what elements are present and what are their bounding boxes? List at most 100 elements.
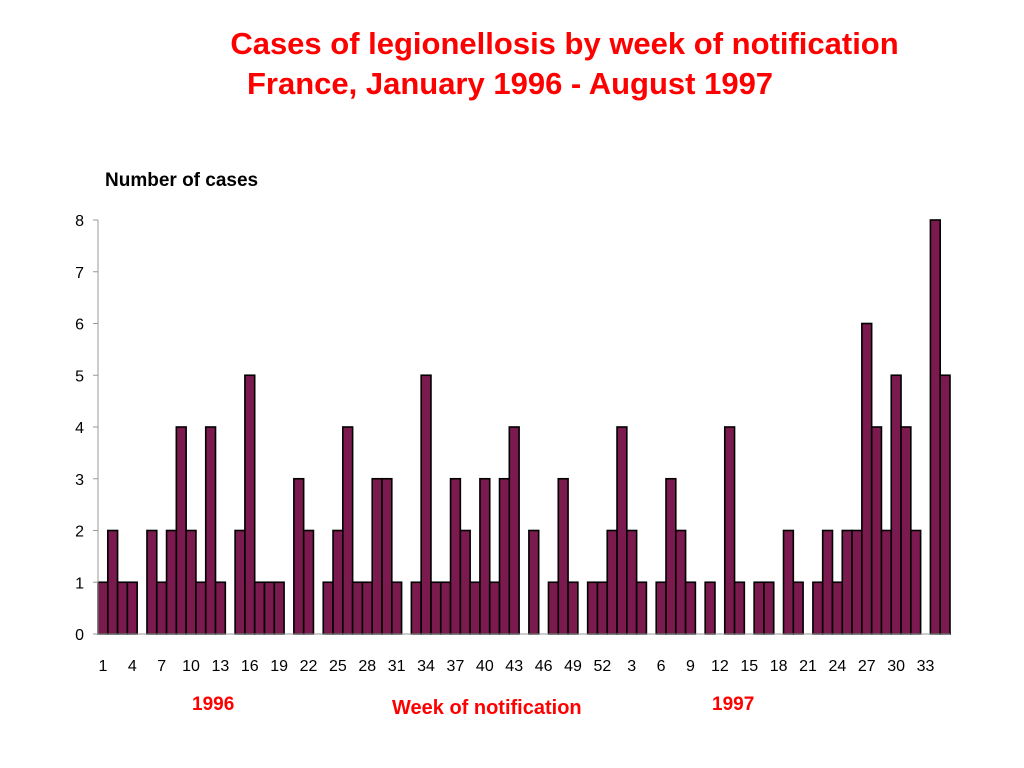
bar-1996-W7 bbox=[155, 581, 168, 635]
bar-1996-W45 bbox=[528, 529, 540, 635]
bar-1996-W28 bbox=[361, 581, 374, 635]
bar-1997-W28 bbox=[870, 426, 883, 635]
bar-1997-W19 bbox=[782, 529, 795, 635]
bar-1996-W17 bbox=[253, 581, 266, 635]
bar-1996-W34 bbox=[420, 374, 432, 635]
x-tick-label-10: 10 bbox=[182, 658, 200, 675]
x-tick-label-7: 7 bbox=[157, 658, 166, 675]
bar-1996-W10 bbox=[185, 529, 197, 635]
y-tick-label-6: 6 bbox=[75, 317, 84, 334]
bars-group bbox=[97, 219, 951, 635]
x-tick-label-1: 1 bbox=[98, 658, 107, 675]
x-tick-label-27: 27 bbox=[858, 658, 876, 675]
bar-1997-W34 bbox=[929, 219, 941, 635]
bar-1996-W12 bbox=[204, 426, 217, 635]
x-tick-label-6: 6 bbox=[657, 658, 666, 675]
bar-1997-W35 bbox=[939, 374, 951, 635]
bar-1997-W29 bbox=[880, 529, 893, 635]
bar-1996-W13 bbox=[214, 581, 227, 635]
y-tick-label-1: 1 bbox=[75, 575, 84, 592]
y-tick-label-7: 7 bbox=[75, 265, 84, 282]
y-axis-label: Number of cases bbox=[105, 170, 259, 191]
bar-1997-W24 bbox=[831, 581, 844, 635]
x-tick-label-16: 16 bbox=[241, 658, 259, 675]
bar-1996-W29 bbox=[371, 477, 383, 635]
bar-1996-W18 bbox=[263, 581, 276, 635]
bar-1996-W27 bbox=[351, 581, 364, 635]
bar-1997-W31 bbox=[900, 426, 912, 635]
bar-1997-W30 bbox=[890, 374, 902, 635]
bar-1996-W49 bbox=[567, 581, 579, 635]
bar-1996-W42 bbox=[498, 477, 511, 635]
chart-title-line-1: Cases of legionellosis by week of notifi… bbox=[230, 26, 899, 61]
year-label-1997: 1997 bbox=[712, 694, 755, 715]
bar-1996-W15 bbox=[234, 529, 246, 635]
bar-1996-W16 bbox=[244, 374, 256, 635]
bar-1996-W19 bbox=[273, 581, 285, 635]
y-ticks-group: 0 1 2 3 4 5 6 7 8 bbox=[75, 213, 98, 644]
x-tick-label-19: 19 bbox=[270, 658, 288, 675]
bar-1996-W24 bbox=[322, 581, 334, 635]
bar-1996-W26 bbox=[342, 426, 354, 635]
year-label-1996: 1996 bbox=[192, 694, 235, 715]
bar-1996-W3 bbox=[116, 581, 129, 635]
bar-1996-W52 bbox=[596, 581, 609, 635]
x-tick-label-21: 21 bbox=[799, 658, 817, 675]
x-tick-label-28: 28 bbox=[358, 658, 376, 675]
bar-1996-W9 bbox=[175, 426, 187, 635]
x-tick-label-43: 43 bbox=[505, 658, 523, 675]
bar-1997-W16 bbox=[753, 581, 765, 635]
x-tick-label-30: 30 bbox=[887, 658, 905, 675]
bar-1996-W8 bbox=[165, 529, 178, 635]
bar-1996-W2 bbox=[106, 529, 119, 635]
x-tick-label-3: 3 bbox=[627, 658, 636, 675]
bar-1997-W1 bbox=[606, 529, 618, 635]
x-tick-label-31: 31 bbox=[388, 658, 406, 675]
bar-1996-W48 bbox=[557, 477, 569, 635]
chart-subtitle: France, January 1996 - August 1997 bbox=[246, 66, 774, 101]
y-tick-label-4: 4 bbox=[75, 420, 84, 437]
bar-1997-W14 bbox=[733, 581, 746, 635]
bar-1996-W43 bbox=[508, 426, 520, 635]
bar-1996-W39 bbox=[469, 581, 481, 635]
bar-1997-W32 bbox=[910, 529, 922, 635]
bar-1997-W20 bbox=[792, 581, 804, 635]
bar-1996-W6 bbox=[146, 529, 158, 635]
bar-1997-W2 bbox=[616, 426, 628, 635]
y-tick-label-8: 8 bbox=[75, 213, 84, 230]
bar-1997-W17 bbox=[763, 581, 775, 635]
x-tick-label-15: 15 bbox=[740, 658, 758, 675]
bar-1997-W25 bbox=[841, 529, 853, 635]
x-tick-label-4: 4 bbox=[128, 658, 137, 675]
x-ticks-group: 1 4 7 10 13 16 19 22 25 28 31 34 37 40 43 46 49 52 3 6 9 12 15… bbox=[98, 658, 934, 675]
y-tick-label-3: 3 bbox=[75, 472, 84, 489]
x-tick-label-49: 49 bbox=[564, 658, 582, 675]
bar-1996-W1 bbox=[97, 581, 109, 635]
bar-1997-W7 bbox=[665, 477, 677, 635]
bar-1996-W25 bbox=[332, 529, 344, 635]
x-tick-label-9: 9 bbox=[686, 658, 695, 675]
x-tick-label-37: 37 bbox=[447, 658, 465, 675]
y-tick-label-2: 2 bbox=[75, 524, 84, 541]
bar-1997-W11 bbox=[704, 581, 716, 635]
bar-1996-W31 bbox=[390, 581, 403, 635]
bar-1997-W13 bbox=[723, 426, 736, 635]
x-tick-label-40: 40 bbox=[476, 658, 494, 675]
x-tick-label-25: 25 bbox=[329, 658, 347, 675]
x-tick-label-18: 18 bbox=[770, 658, 788, 675]
x-tick-label-34: 34 bbox=[417, 658, 435, 675]
bar-1997-W6 bbox=[655, 581, 667, 635]
y-tick-label-0: 0 bbox=[75, 627, 84, 644]
bar-1996-W22 bbox=[302, 529, 315, 635]
x-tick-label-52: 52 bbox=[593, 658, 611, 675]
bar-1996-W35 bbox=[430, 581, 442, 635]
y-tick-label-5: 5 bbox=[75, 368, 84, 385]
bar-1996-W21 bbox=[293, 477, 305, 635]
bar-1996-W38 bbox=[459, 529, 471, 635]
bar-1997-W22 bbox=[812, 581, 824, 635]
x-tick-label-12: 12 bbox=[711, 658, 729, 675]
bar-1996-W4 bbox=[126, 581, 138, 635]
bar-1996-W37 bbox=[449, 477, 462, 635]
bar-1997-W26 bbox=[851, 529, 863, 635]
